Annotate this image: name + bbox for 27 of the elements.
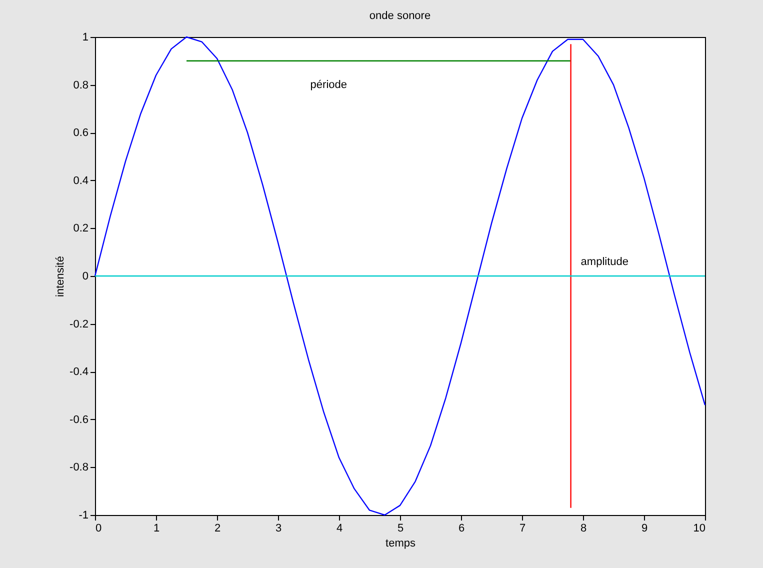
series-label: période <box>310 78 347 91</box>
x-tick-label: 4 <box>336 522 343 534</box>
chart-title: onde sonore <box>369 10 431 22</box>
y-tick-label: -1 <box>78 510 88 522</box>
y-axis-title: intensité <box>54 256 67 297</box>
y-tick-label: 1 <box>82 32 88 44</box>
x-tick-label: 10 <box>693 522 706 534</box>
x-tick-label: 2 <box>214 522 221 534</box>
series-label: amplitude <box>580 256 629 268</box>
x-tick-label: 1 <box>153 522 160 534</box>
y-tick-label: 0 <box>82 270 88 282</box>
y-tick-label: -0.4 <box>70 366 88 378</box>
y-tick-label: 0.2 <box>73 222 88 235</box>
y-tick-label: -0.6 <box>70 414 88 426</box>
y-tick-label: 0.6 <box>73 127 88 140</box>
y-tick-label: -0.2 <box>70 318 88 330</box>
x-tick-label: 5 <box>397 522 404 534</box>
y-tick-label: -0.8 <box>70 462 88 474</box>
x-tick-label: 7 <box>519 522 526 534</box>
y-tick-label: 0.4 <box>73 174 88 187</box>
x-tick-label: 6 <box>458 522 465 534</box>
x-tick-label: 3 <box>275 522 282 534</box>
x-axis-title: temps <box>386 538 416 550</box>
x-tick-label: 8 <box>580 522 587 534</box>
y-tick-label: 0.8 <box>73 79 88 92</box>
x-tick-label: 0 <box>96 522 102 534</box>
x-tick-label: 9 <box>641 522 648 534</box>
